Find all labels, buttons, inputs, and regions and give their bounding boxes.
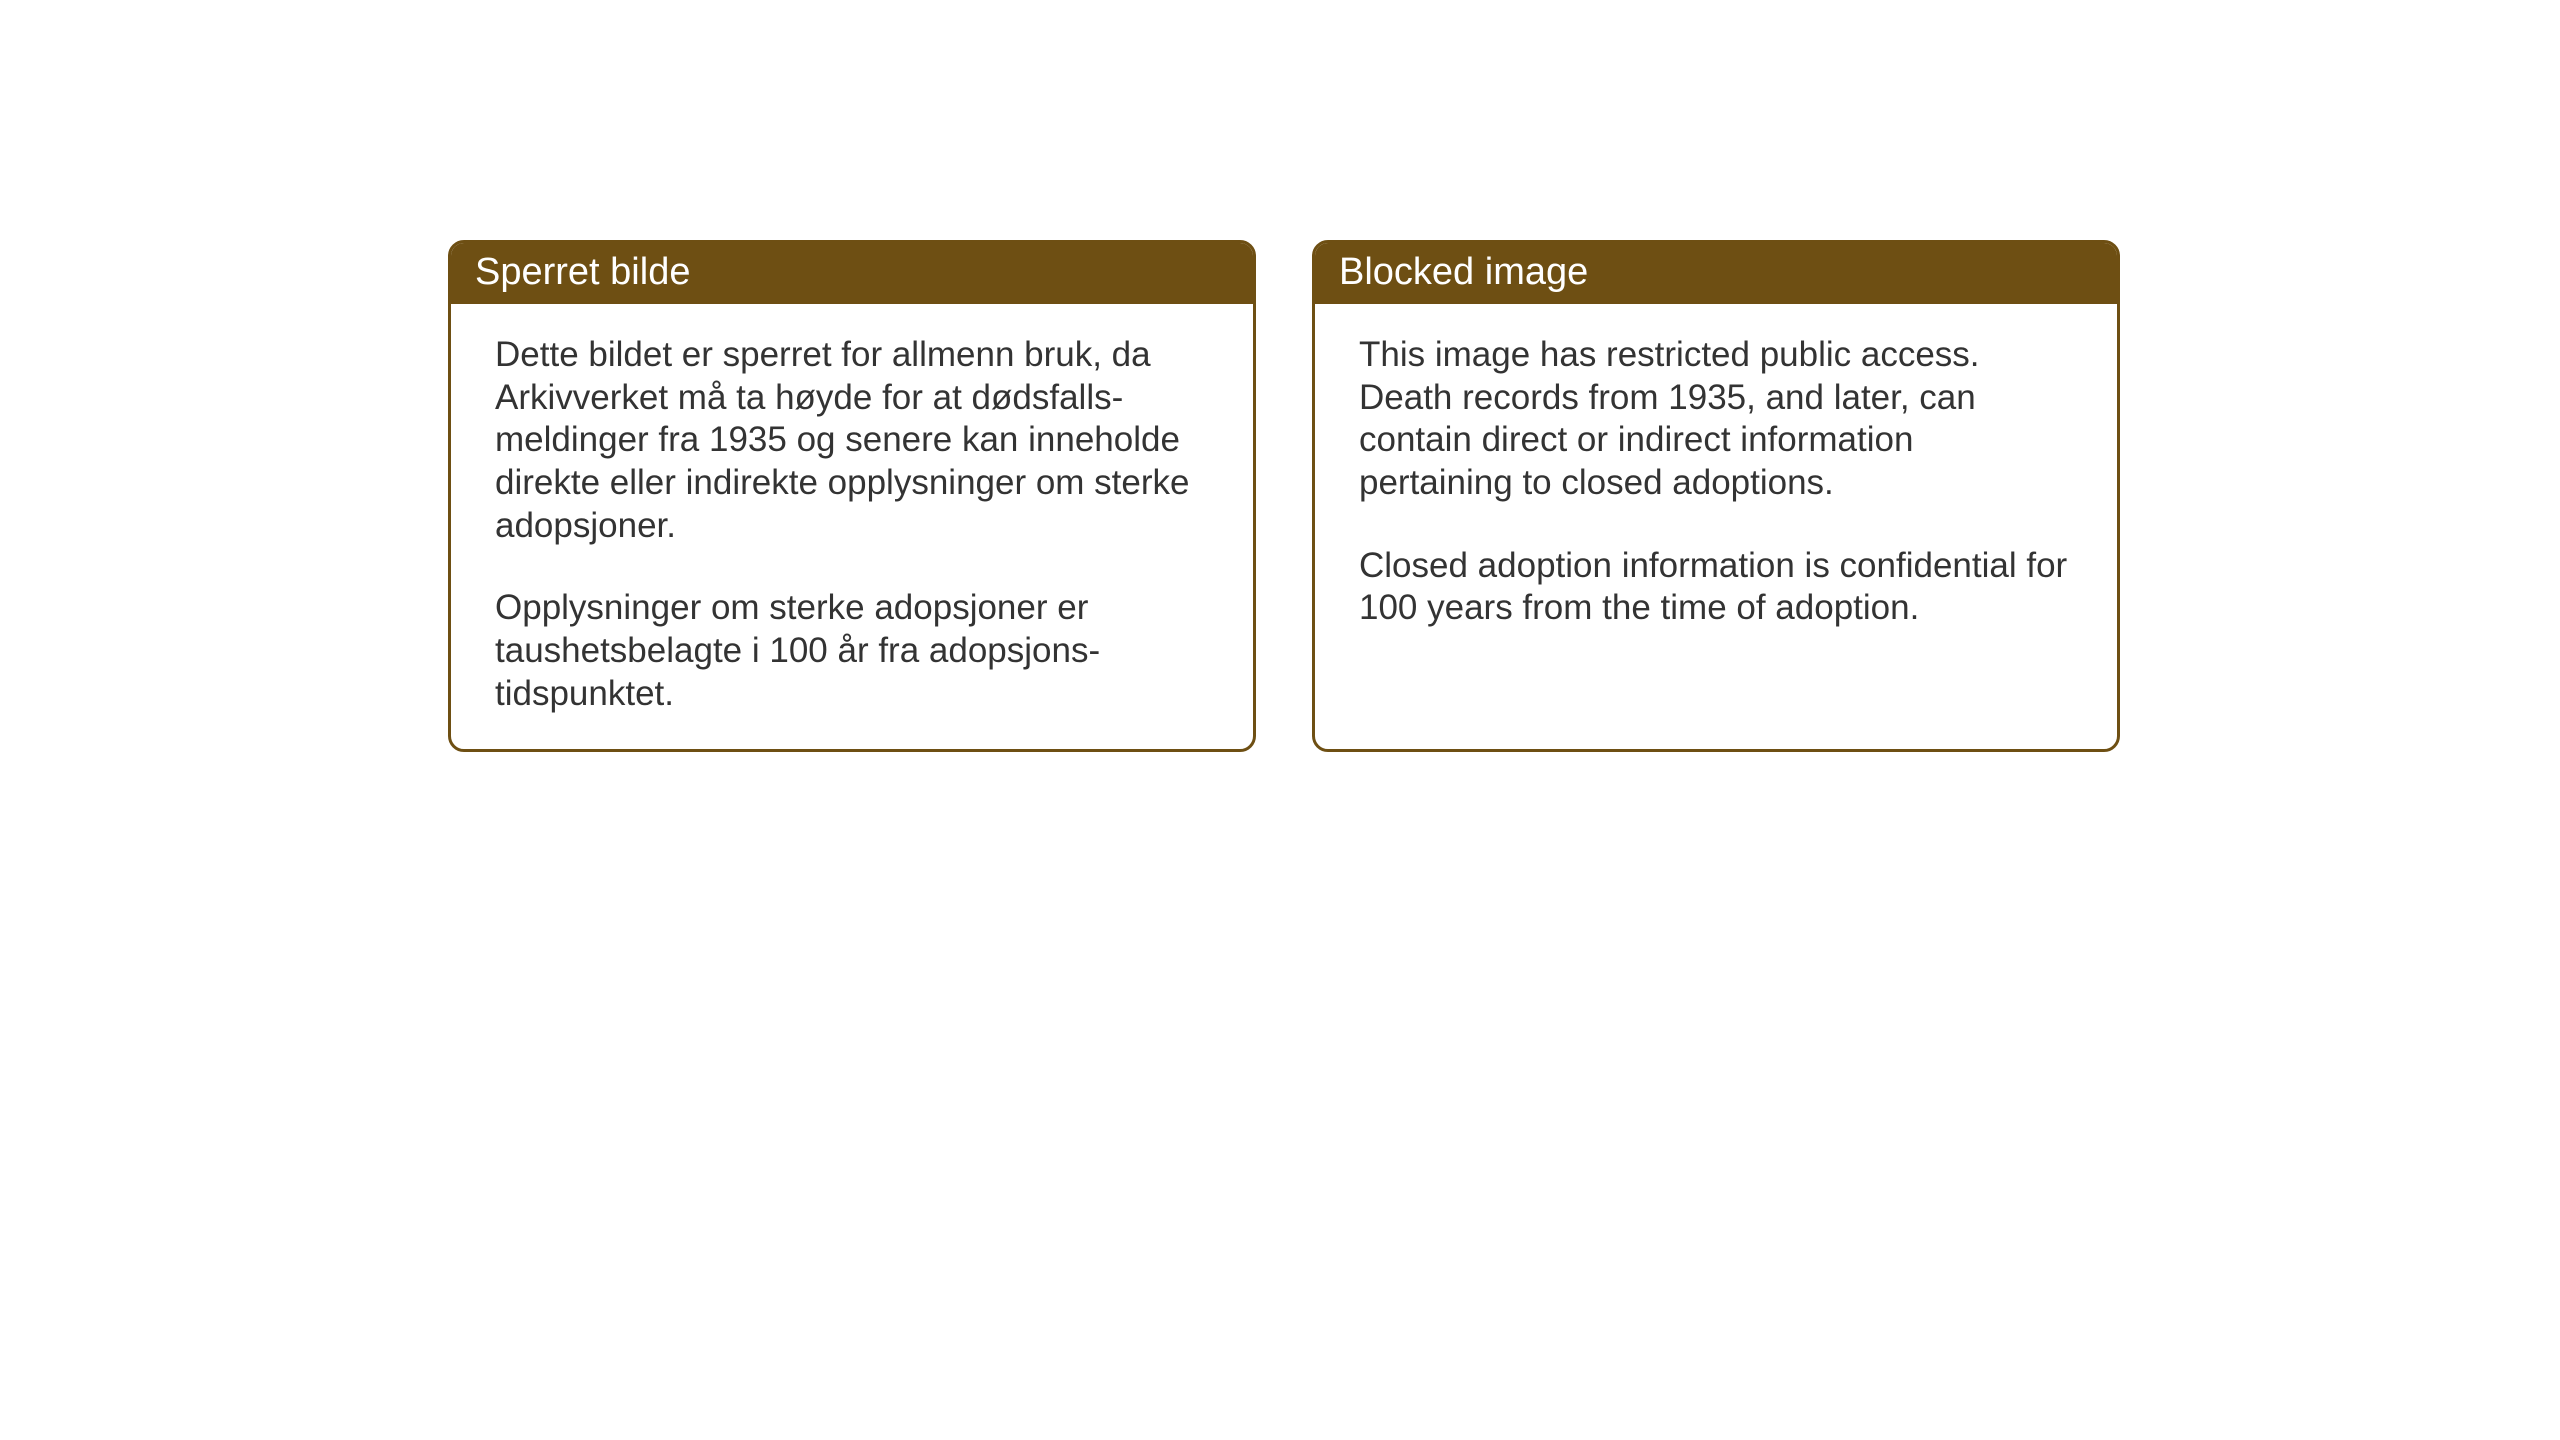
english-paragraph-1: This image has restricted public access.… <box>1359 334 2073 505</box>
norwegian-notice-card: Sperret bilde Dette bildet er sperret fo… <box>448 240 1256 752</box>
norwegian-paragraph-1: Dette bildet er sperret for allmenn bruk… <box>495 334 1209 547</box>
english-card-title: Blocked image <box>1315 243 2117 304</box>
norwegian-card-title: Sperret bilde <box>451 243 1253 304</box>
notice-container: Sperret bilde Dette bildet er sperret fo… <box>448 240 2120 752</box>
norwegian-card-body: Dette bildet er sperret for allmenn bruk… <box>451 304 1253 752</box>
english-paragraph-2: Closed adoption information is confident… <box>1359 545 2073 630</box>
norwegian-paragraph-2: Opplysninger om sterke adopsjoner er tau… <box>495 587 1209 715</box>
english-card-body: This image has restricted public access.… <box>1315 304 2117 674</box>
english-notice-card: Blocked image This image has restricted … <box>1312 240 2120 752</box>
